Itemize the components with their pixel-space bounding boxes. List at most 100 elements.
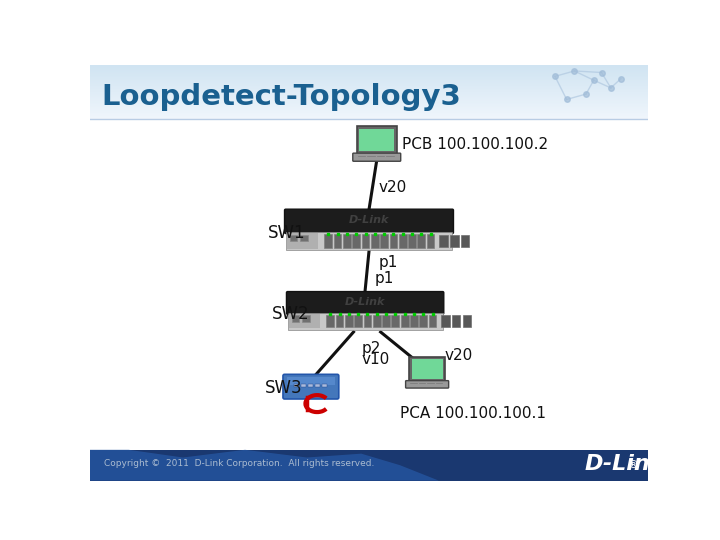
- FancyBboxPatch shape: [292, 315, 300, 321]
- FancyBboxPatch shape: [418, 234, 426, 248]
- FancyBboxPatch shape: [307, 383, 313, 387]
- FancyBboxPatch shape: [354, 315, 362, 327]
- Text: v20: v20: [378, 180, 407, 195]
- Bar: [90, 69, 648, 70]
- Bar: [90, 101, 648, 102]
- FancyBboxPatch shape: [399, 234, 407, 248]
- FancyBboxPatch shape: [392, 315, 399, 327]
- Bar: [90, 70, 648, 71]
- FancyBboxPatch shape: [289, 235, 297, 241]
- Bar: [90, 96, 648, 97]
- Bar: [90, 81, 648, 82]
- FancyBboxPatch shape: [336, 315, 343, 327]
- FancyBboxPatch shape: [326, 315, 334, 327]
- FancyBboxPatch shape: [286, 232, 452, 251]
- Polygon shape: [90, 450, 438, 481]
- Bar: [90, 102, 648, 103]
- Bar: [90, 67, 648, 68]
- Bar: [90, 87, 648, 88]
- Bar: [90, 450, 648, 481]
- FancyBboxPatch shape: [334, 234, 341, 248]
- FancyBboxPatch shape: [325, 234, 332, 248]
- FancyBboxPatch shape: [284, 209, 454, 233]
- Bar: [90, 119, 648, 450]
- Bar: [90, 94, 648, 95]
- Bar: [90, 79, 648, 80]
- FancyBboxPatch shape: [302, 315, 310, 321]
- Text: PCA 100.100.100.1: PCA 100.100.100.1: [400, 406, 546, 421]
- FancyBboxPatch shape: [287, 233, 318, 249]
- Bar: [90, 78, 648, 79]
- FancyBboxPatch shape: [373, 315, 381, 327]
- Text: ®: ®: [628, 460, 639, 470]
- Text: PCB 100.100.100.2: PCB 100.100.100.2: [402, 137, 548, 152]
- Text: Loopdetect-Topology3: Loopdetect-Topology3: [102, 83, 462, 111]
- Bar: [90, 66, 648, 67]
- FancyBboxPatch shape: [463, 315, 472, 327]
- Bar: [90, 118, 648, 119]
- Text: p2: p2: [361, 341, 381, 356]
- FancyBboxPatch shape: [382, 315, 390, 327]
- Bar: [90, 110, 648, 111]
- FancyBboxPatch shape: [408, 234, 416, 248]
- FancyBboxPatch shape: [361, 234, 369, 248]
- Bar: [90, 71, 648, 72]
- Bar: [90, 115, 648, 116]
- FancyBboxPatch shape: [450, 235, 459, 247]
- Bar: [90, 104, 648, 105]
- Bar: [90, 83, 648, 84]
- Bar: [90, 107, 648, 108]
- Bar: [90, 73, 648, 74]
- FancyBboxPatch shape: [345, 315, 353, 327]
- Text: SW1: SW1: [269, 224, 306, 242]
- FancyBboxPatch shape: [412, 359, 443, 379]
- FancyBboxPatch shape: [359, 129, 394, 151]
- Bar: [90, 95, 648, 96]
- Bar: [90, 98, 648, 99]
- Bar: [90, 117, 648, 118]
- Bar: [90, 108, 648, 109]
- FancyBboxPatch shape: [419, 315, 427, 327]
- FancyBboxPatch shape: [300, 235, 308, 241]
- Bar: [90, 77, 648, 78]
- Text: D-Link: D-Link: [585, 454, 665, 474]
- FancyBboxPatch shape: [371, 234, 379, 248]
- FancyBboxPatch shape: [461, 235, 469, 247]
- Bar: [90, 84, 648, 85]
- FancyBboxPatch shape: [356, 126, 397, 154]
- Bar: [90, 86, 648, 87]
- Bar: [90, 93, 648, 94]
- FancyBboxPatch shape: [409, 356, 445, 381]
- Text: v10: v10: [361, 352, 390, 367]
- Bar: [90, 89, 648, 90]
- Text: D-Link: D-Link: [348, 215, 390, 225]
- Bar: [90, 88, 648, 89]
- FancyBboxPatch shape: [287, 313, 443, 330]
- FancyBboxPatch shape: [405, 381, 449, 388]
- Bar: [90, 106, 648, 107]
- Bar: [90, 113, 648, 114]
- Text: D-Link: D-Link: [345, 297, 385, 307]
- FancyBboxPatch shape: [452, 315, 461, 327]
- Bar: [90, 99, 648, 100]
- FancyBboxPatch shape: [427, 234, 434, 248]
- Bar: [90, 111, 648, 112]
- FancyBboxPatch shape: [410, 315, 418, 327]
- Bar: [90, 65, 648, 66]
- FancyBboxPatch shape: [439, 235, 448, 247]
- Bar: [90, 91, 648, 92]
- Bar: [90, 82, 648, 83]
- FancyBboxPatch shape: [301, 383, 306, 387]
- FancyBboxPatch shape: [364, 315, 372, 327]
- FancyBboxPatch shape: [401, 315, 408, 327]
- FancyBboxPatch shape: [289, 314, 320, 328]
- Text: v20: v20: [444, 348, 472, 363]
- FancyBboxPatch shape: [315, 383, 320, 387]
- Bar: [90, 76, 648, 77]
- Text: SW3: SW3: [264, 379, 302, 397]
- Bar: [90, 72, 648, 73]
- Bar: [90, 100, 648, 101]
- Bar: [90, 114, 648, 115]
- Text: Copyright ©  2011  D-Link Corporation.  All rights reserved.: Copyright © 2011 D-Link Corporation. All…: [104, 459, 374, 468]
- Bar: [90, 85, 648, 86]
